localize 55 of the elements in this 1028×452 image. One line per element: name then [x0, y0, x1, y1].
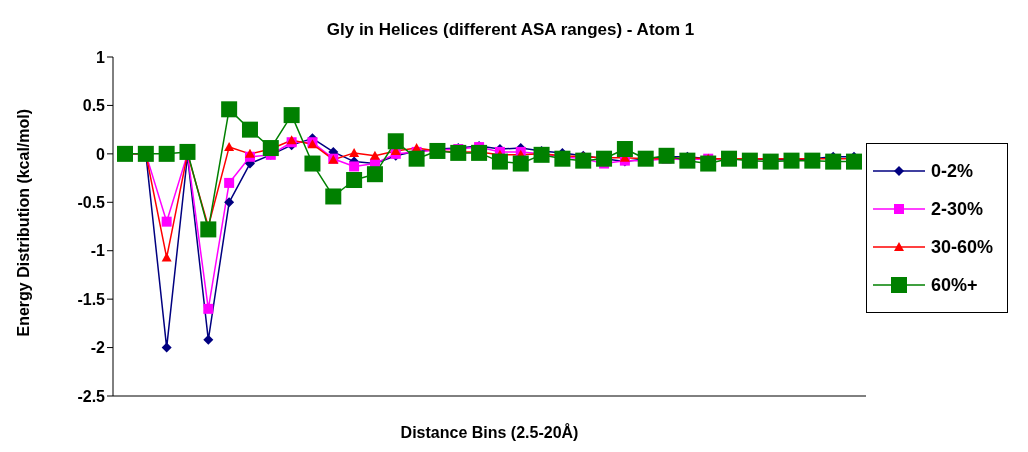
legend-label: 30-60%: [931, 236, 994, 258]
point: [783, 152, 800, 169]
point: [804, 152, 821, 169]
point: [700, 155, 717, 172]
point: [387, 133, 404, 150]
point: [241, 121, 258, 138]
chart-title: Gly in Helices (different ASA ranges) - Atom 1: [325, 20, 696, 40]
point: [408, 150, 425, 167]
point: [679, 152, 696, 169]
point: [244, 148, 255, 158]
point: [429, 142, 446, 159]
point: [846, 153, 862, 170]
point: [158, 145, 175, 162]
legend-label: 2-30%: [931, 198, 984, 220]
point: [369, 150, 380, 160]
point: [179, 143, 196, 160]
legend-label: 60%+: [931, 274, 978, 296]
point: [224, 177, 235, 188]
legend-label: 0-2%: [931, 160, 974, 182]
point: [283, 107, 300, 124]
point: [512, 155, 529, 172]
point: [491, 153, 508, 170]
point: [616, 141, 633, 158]
point: [161, 342, 172, 353]
point: [471, 144, 488, 161]
point: [762, 153, 779, 170]
point: [203, 334, 214, 345]
point: [200, 221, 217, 238]
y-tick-label: -2: [90, 339, 106, 357]
point: [741, 152, 758, 169]
point: [533, 146, 550, 163]
y-tick-label: 0: [96, 145, 106, 163]
point: [349, 147, 360, 157]
point: [224, 197, 235, 208]
point: [221, 101, 238, 118]
y-tick-label: 0.5: [82, 97, 106, 115]
y-tick-label: 1: [96, 48, 106, 66]
point: [203, 303, 214, 314]
point: [262, 140, 279, 157]
point: [161, 216, 172, 227]
x-axis-title: Distance Bins (2.5-20Å): [400, 423, 579, 441]
point: [366, 166, 383, 183]
point: [575, 152, 592, 169]
y-axis-title: Energy Distribution (kcal/mol): [14, 108, 32, 337]
point: [224, 142, 235, 152]
point: [658, 147, 675, 164]
point: [346, 172, 363, 189]
y-tick-label: -0.5: [77, 193, 106, 211]
point: [825, 153, 842, 170]
y-tick-label: -2.5: [77, 387, 106, 405]
point: [349, 161, 360, 172]
y-tick-label: -1: [90, 242, 106, 260]
point: [325, 188, 342, 205]
point: [304, 155, 321, 172]
y-tick-label: -1.5: [77, 290, 106, 308]
